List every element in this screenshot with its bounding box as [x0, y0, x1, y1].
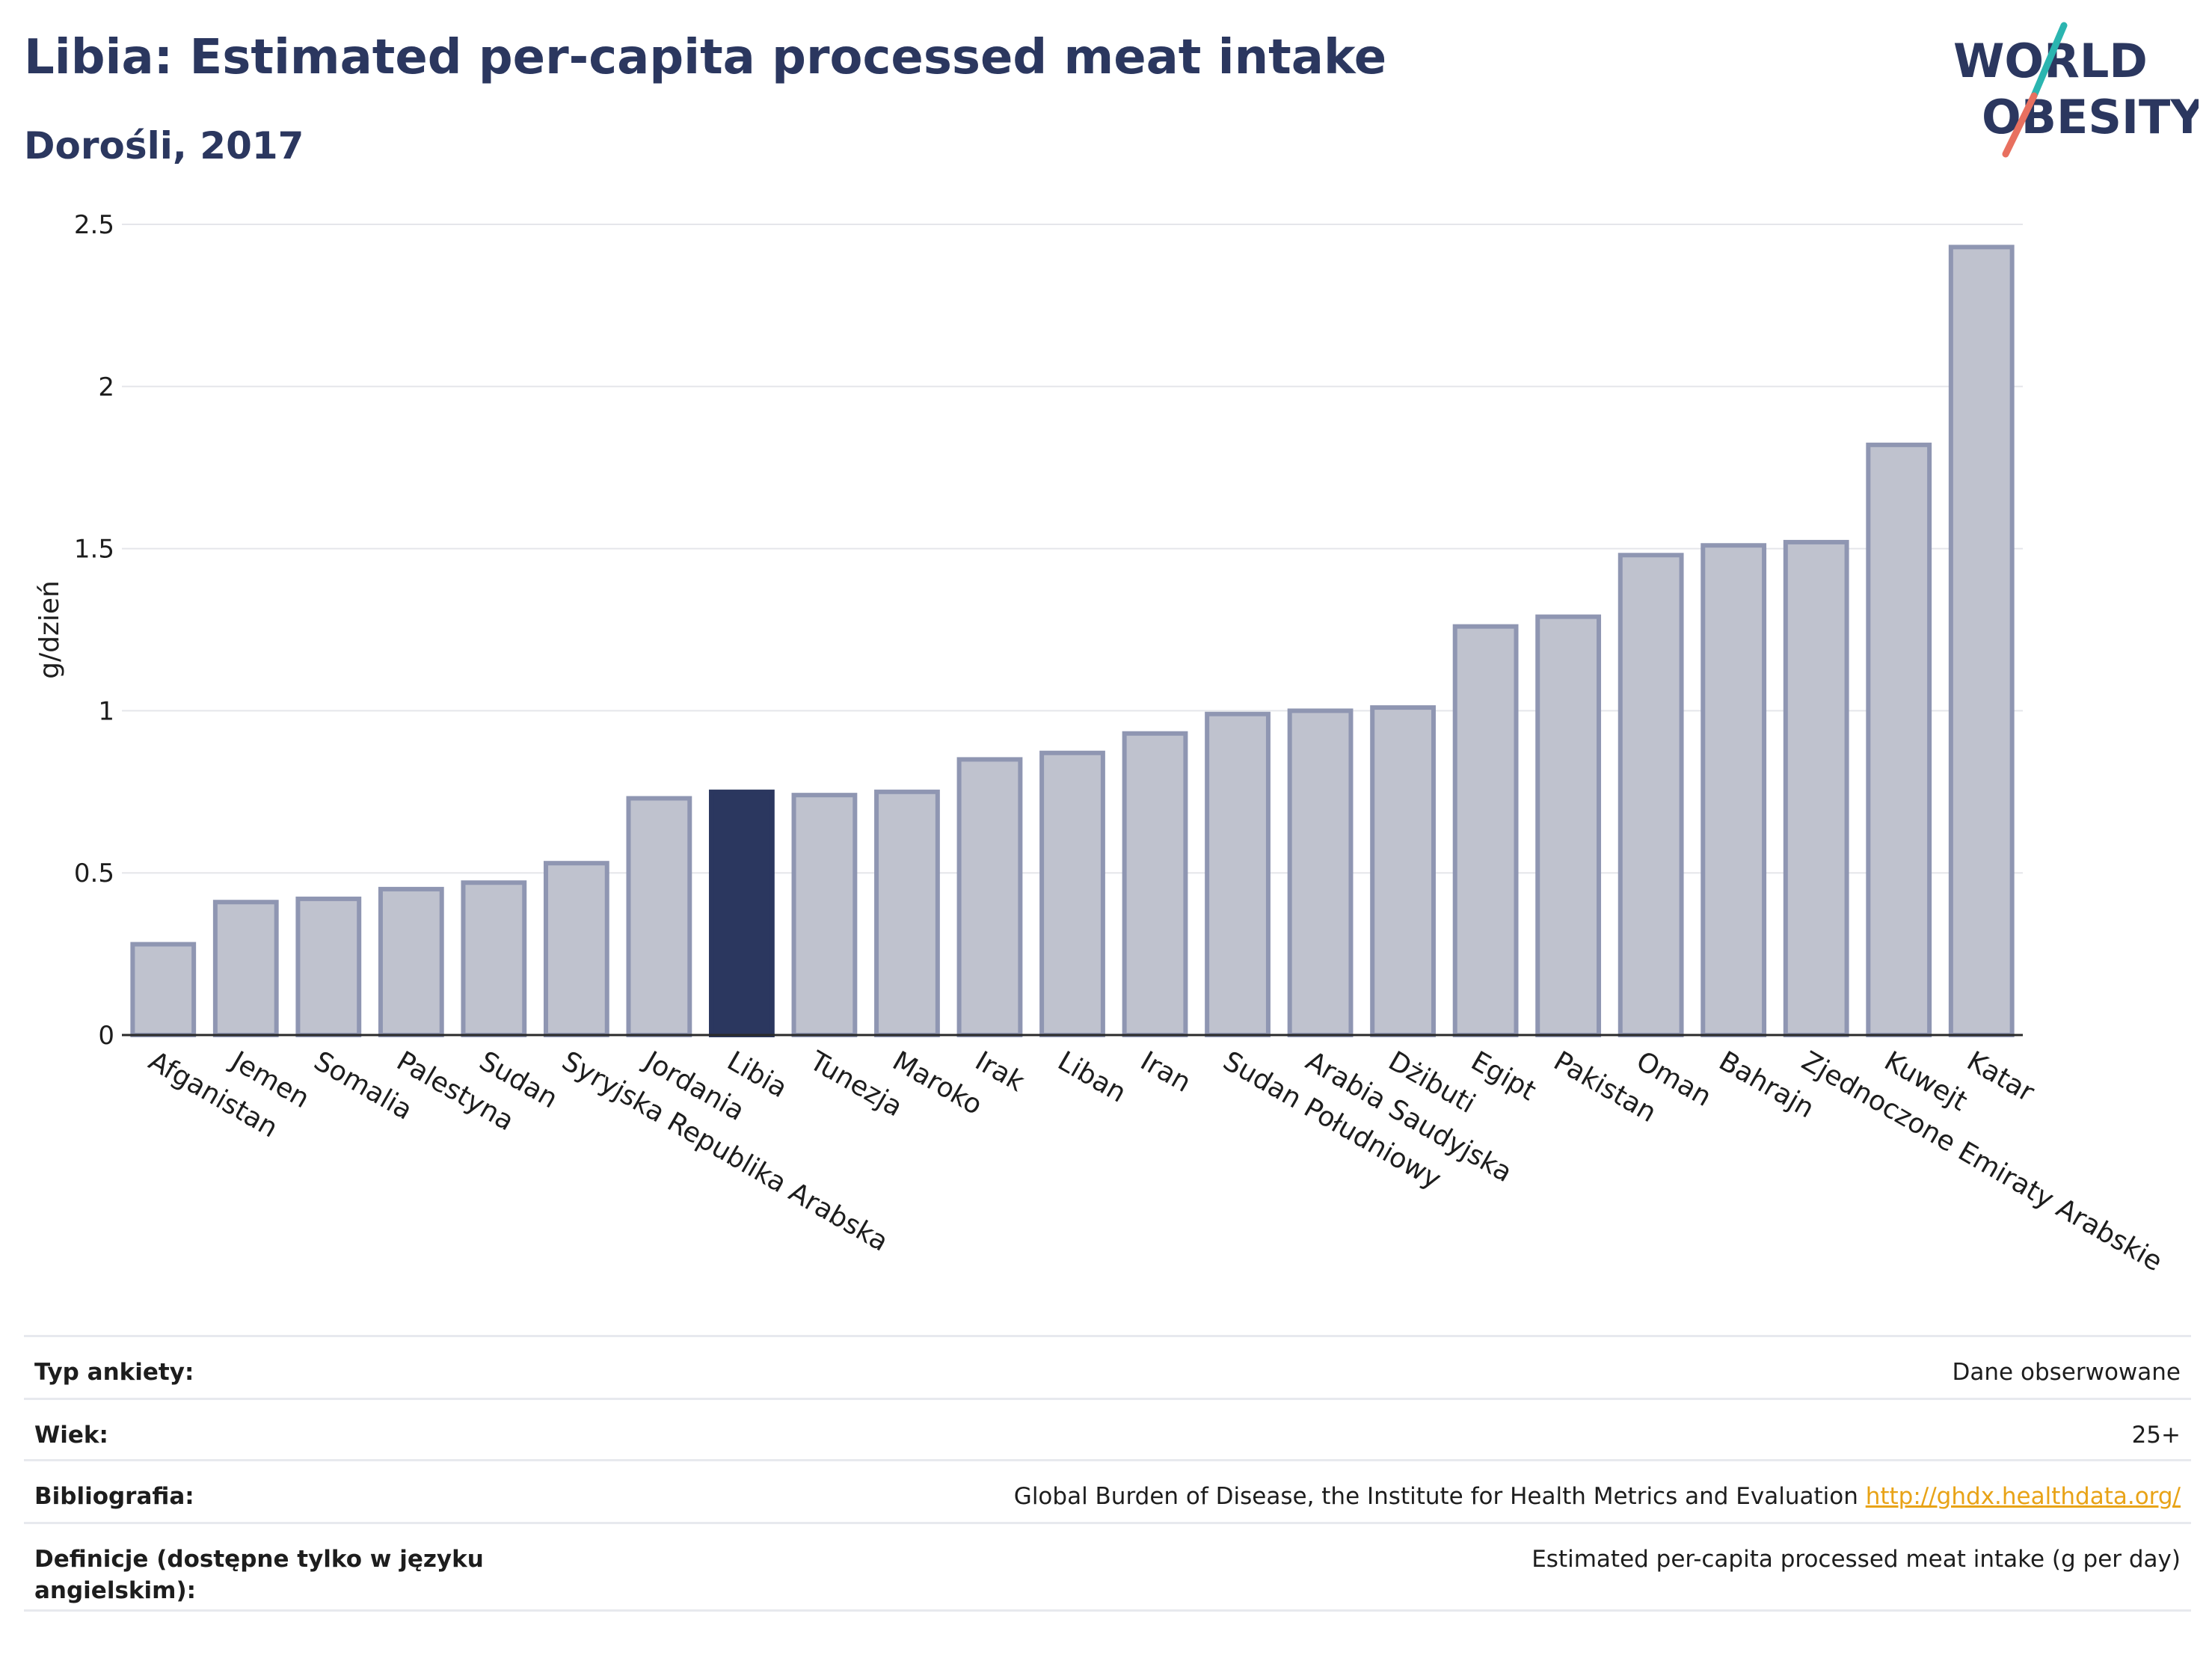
bar-pakistan — [1535, 614, 1602, 1037]
x-tick-label: Maroko — [887, 1045, 987, 1121]
bar-jemen — [212, 900, 279, 1037]
bar-kuwejt — [1866, 442, 1932, 1037]
metadata-value-text: Global Burden of Disease, the Institute … — [1013, 1483, 1858, 1510]
bar-sudan-południowy — [1205, 711, 1271, 1038]
metadata-label: Definicje (dostępne tylko w języku angie… — [34, 1546, 484, 1604]
bars — [130, 245, 2015, 1038]
y-tick-label: 1 — [98, 696, 114, 726]
bar-zjednoczone-emiraty-arabskie — [1783, 539, 1849, 1037]
metadata-value: Dane obserwowane — [1953, 1357, 2191, 1388]
x-tick-label: Liban — [1053, 1045, 1131, 1108]
bar-katar — [1948, 245, 2015, 1037]
bar-tunezja — [791, 793, 858, 1037]
x-tick-label: Katar — [1961, 1045, 2039, 1108]
bar-bahrajn — [1701, 543, 1767, 1037]
metadata-label: Typ ankiety: — [34, 1359, 194, 1386]
page-subtitle: Dorośli, 2017 — [24, 124, 304, 168]
metadata-row: Wiek: 25+ — [24, 1398, 2191, 1459]
x-tick-label: Bahrajn — [1714, 1045, 1819, 1124]
y-axis-ticks: 0 0.5 1 1.5 2 2.5 — [74, 210, 114, 1051]
bar-oman — [1617, 553, 1684, 1037]
bar-iran — [1122, 731, 1188, 1037]
bar-maroko — [874, 789, 940, 1038]
logo-slash-teal — [2030, 22, 2068, 99]
metadata-value-text: Estimated per-capita processed meat inta… — [1531, 1546, 2181, 1573]
metadata-value: Global Burden of Disease, the Institute … — [1014, 1481, 2191, 1512]
y-tick-label: 2 — [98, 372, 114, 402]
metadata-row: Bibliografia: Global Burden of Disease, t… — [24, 1459, 2191, 1522]
metadata-row: Typ ankiety: Dane obserwowane — [24, 1335, 2191, 1398]
bar-irak — [956, 757, 1023, 1037]
y-tick-label: 0.5 — [74, 859, 114, 888]
metadata-value-text: Dane obserwowane — [1952, 1359, 2181, 1386]
y-tick-label: 2.5 — [74, 210, 114, 240]
x-tick-label: Tunezja — [804, 1045, 908, 1123]
bar-dżibuti — [1370, 705, 1436, 1038]
bibliography-link[interactable]: http://ghdx.healthdata.org/ — [1865, 1483, 2181, 1510]
bar-sudan — [461, 880, 527, 1038]
metadata-label: Bibliografia: — [34, 1483, 194, 1510]
bar-libia — [709, 789, 775, 1038]
bar-chart: 0 0.5 1 1.5 2 2.5 AfganistanJemenSomaliaPales… — [34, 210, 2168, 1277]
metadata-label: Wiek: — [34, 1422, 108, 1449]
metadata-value: 25+ — [2132, 1419, 2191, 1451]
y-axis-label: g/dzień — [34, 580, 65, 679]
logo-slash-coral — [2002, 92, 2038, 158]
metadata-value-text: 25+ — [2131, 1422, 2181, 1449]
bar-palestyna — [378, 886, 444, 1037]
metadata-table: Typ ankiety: Dane obserwowane Wiek: 25+ Bibl… — [24, 1335, 2191, 1612]
bar-syryjska-republika-arabska — [543, 861, 609, 1038]
y-tick-label: 1.5 — [74, 535, 114, 565]
bar-afganistan — [130, 942, 197, 1038]
y-tick-label: 0 — [98, 1021, 114, 1051]
bar-jordania — [626, 796, 692, 1038]
world-obesity-logo: WORLD OBESITY — [1953, 22, 2199, 158]
x-axis-labels: AfganistanJemenSomaliaPalestynaSudanSyry… — [144, 1045, 2168, 1277]
x-tick-label: Iran — [1135, 1045, 1196, 1099]
metadata-value: Estimated per-capita processed meat inta… — [1531, 1544, 2191, 1575]
page-title: Libia: Estimated per-capita processed me… — [24, 30, 1387, 85]
bar-liban — [1039, 750, 1105, 1037]
bar-arabia-saudyjska — [1287, 708, 1354, 1038]
bar-somalia — [295, 896, 362, 1037]
metadata-row: Definicje (dostępne tylko w języku angie… — [24, 1522, 2191, 1612]
bar-egipt — [1452, 624, 1519, 1037]
